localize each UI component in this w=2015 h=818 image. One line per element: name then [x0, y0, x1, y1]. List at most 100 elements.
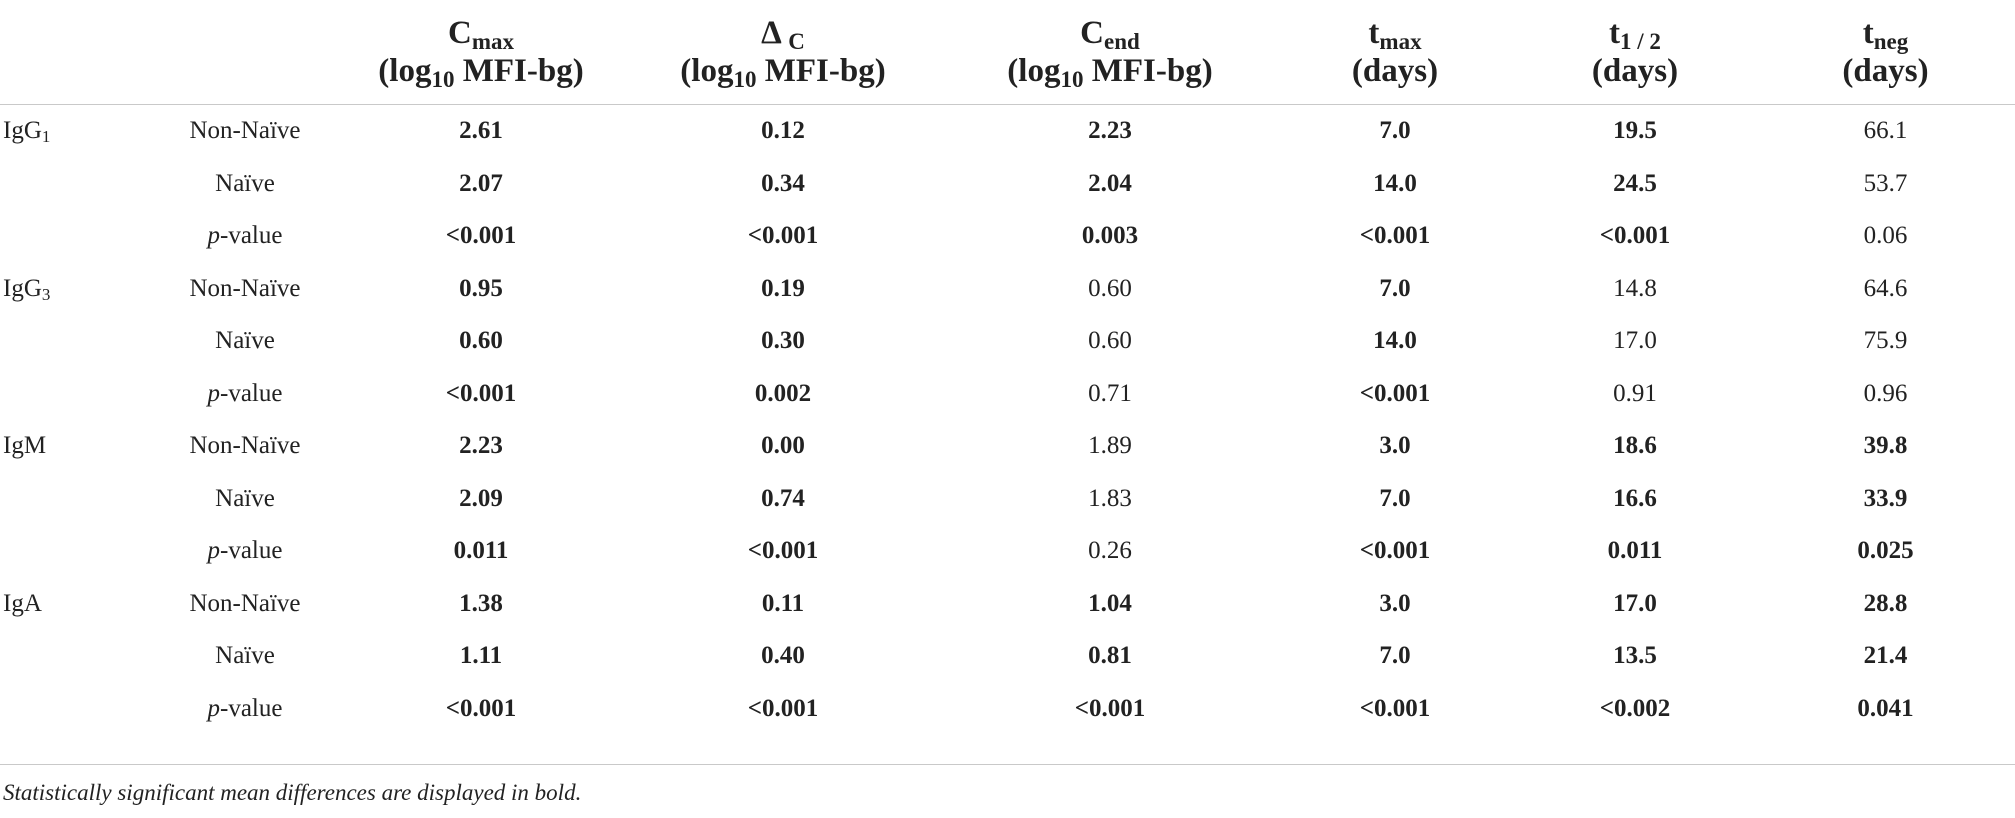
table-cell: 14.8: [1613, 274, 1657, 302]
header-tneg-unit: (days): [1842, 53, 1929, 89]
table-cell: 7.0: [1379, 642, 1411, 670]
header-tmax-unit: (days): [1351, 53, 1439, 89]
header-thalf-sub: 1 / 2: [1620, 29, 1661, 54]
table-cell: 0.06: [1863, 222, 1908, 250]
table-cell: 0.60: [1088, 274, 1132, 302]
table-row: Naïve 2.07 0.34 2.04 14.0 24.5 53.7: [0, 158, 2015, 211]
header-delta-unit: (log10 MFI-bg): [680, 53, 886, 92]
table-cell: 2.07: [459, 169, 503, 197]
table-cell: 16.6: [1613, 484, 1657, 512]
footnote: Statistically significant mean differenc…: [3, 780, 582, 805]
header-cmax-sub: max: [471, 29, 514, 54]
row-label: p-value: [207, 537, 283, 565]
table-cell: 0.60: [1088, 327, 1132, 355]
table-cell: 1.89: [1088, 432, 1132, 460]
table-cell: 19.5: [1613, 117, 1657, 145]
table-cell: <0.001: [1359, 537, 1431, 565]
table-cell: <0.001: [1599, 222, 1671, 250]
row-label: p-value: [207, 694, 283, 722]
table-cell: 2.04: [1088, 169, 1132, 197]
table-cell: 7.0: [1379, 117, 1411, 145]
row-label: Naïve: [215, 484, 275, 512]
table-cell: 0.011: [1607, 537, 1663, 565]
row-label: p-value: [207, 222, 283, 250]
table-cell: 7.0: [1379, 484, 1411, 512]
table-cell: <0.001: [445, 694, 517, 722]
table-cell: 75.9: [1863, 327, 1908, 355]
table-cell: <0.001: [1359, 379, 1431, 407]
header-blank-group: [0, 0, 150, 105]
header-cend-unit: (log10 MFI-bg): [1007, 53, 1213, 92]
row-label: Non-Naïve: [189, 274, 301, 302]
group-name-empty: [0, 210, 150, 263]
table-cell: 0.003: [1081, 222, 1139, 250]
table-row: IgG1 Non-Naïve 2.61 0.12 2.23 7.0 19.5 66.1: [0, 105, 2015, 158]
table-cell: 0.025: [1857, 537, 1914, 565]
table-cell: <0.001: [445, 222, 517, 250]
table-cell: <0.001: [747, 222, 819, 250]
group-name: IgG1: [3, 117, 51, 147]
table-cell: 64.6: [1863, 274, 1908, 302]
group-name: IgA: [3, 589, 42, 617]
table-cell: <0.002: [1599, 694, 1671, 722]
table-cell: 2.23: [459, 432, 503, 460]
table-cell: 28.8: [1863, 589, 1908, 617]
group-name-empty: [0, 368, 150, 421]
header-cmax-unit: (log10 MFI-bg): [378, 53, 584, 92]
header-thalf-symbol: t: [1609, 15, 1621, 51]
header-blank-label: [150, 0, 340, 105]
table-cell: 0.40: [761, 642, 805, 670]
row-label: Naïve: [215, 642, 275, 670]
table-cell: 17.0: [1613, 327, 1657, 355]
group-name-empty: [0, 473, 150, 526]
row-label: Non-Naïve: [189, 117, 301, 145]
header-cend-sub: end: [1104, 29, 1140, 54]
header-tneg-sub: neg: [1873, 29, 1909, 54]
header-tmax: tmax (days): [1276, 0, 1514, 105]
table-cell: 3.0: [1379, 589, 1411, 617]
bottom-rule: [0, 764, 2015, 765]
table-header: Cmax (log10 MFI-bg) Δ C (log10 MFI-bg) C…: [0, 0, 2015, 105]
table-cell: <0.001: [747, 694, 819, 722]
table-cell: 14.0: [1373, 327, 1417, 355]
table-cell: 33.9: [1863, 484, 1908, 512]
table-cell: 0.34: [761, 169, 805, 197]
table-cell: 0.81: [1088, 642, 1132, 670]
table-cell: 13.5: [1613, 642, 1657, 670]
table-cell: 0.26: [1088, 537, 1132, 565]
table-cell: 2.23: [1088, 117, 1132, 145]
table-cell: 18.6: [1613, 432, 1657, 460]
table-cell: 53.7: [1863, 169, 1908, 197]
table-cell: 3.0: [1379, 432, 1411, 460]
group-name-empty: [0, 630, 150, 683]
table-cell: 0.12: [761, 117, 805, 145]
group-name-empty: [0, 315, 150, 368]
group-name-empty: [0, 525, 150, 578]
table-cell: <0.001: [445, 379, 517, 407]
group-name-empty: [0, 158, 150, 211]
table-cell: 1.38: [459, 589, 503, 617]
table-cell: 1.04: [1088, 589, 1132, 617]
table-cell: 0.19: [761, 274, 805, 302]
table-cell: 21.4: [1863, 642, 1908, 670]
row-label: Non-Naïve: [189, 589, 301, 617]
table-cell: 0.011: [453, 537, 509, 565]
table-cell: <0.001: [1359, 694, 1431, 722]
row-label: Naïve: [215, 327, 275, 355]
table-cell: 7.0: [1379, 274, 1411, 302]
table-cell: <0.001: [747, 537, 819, 565]
table-cell: 0.74: [761, 484, 805, 512]
header-cend: Cend (log10 MFI-bg): [944, 0, 1276, 105]
table-cell: 0.95: [459, 274, 503, 302]
table-cell: 66.1: [1863, 117, 1908, 145]
table-row: p-value <0.001 <0.001 0.003 <0.001 <0.001 0.06: [0, 210, 2015, 263]
header-row: Cmax (log10 MFI-bg) Δ C (log10 MFI-bg) C…: [0, 0, 2015, 105]
group-name: IgM: [3, 432, 47, 460]
table-cell: 24.5: [1613, 169, 1657, 197]
table-row: Naïve 2.09 0.74 1.83 7.0 16.6 33.9: [0, 473, 2015, 526]
table-row: Naïve 0.60 0.30 0.60 14.0 17.0 75.9: [0, 315, 2015, 368]
table-cell: 0.71: [1088, 379, 1132, 407]
table-row: p-value 0.011 <0.001 0.26 <0.001 0.011 0.025: [0, 525, 2015, 578]
row-label: Naïve: [215, 169, 275, 197]
